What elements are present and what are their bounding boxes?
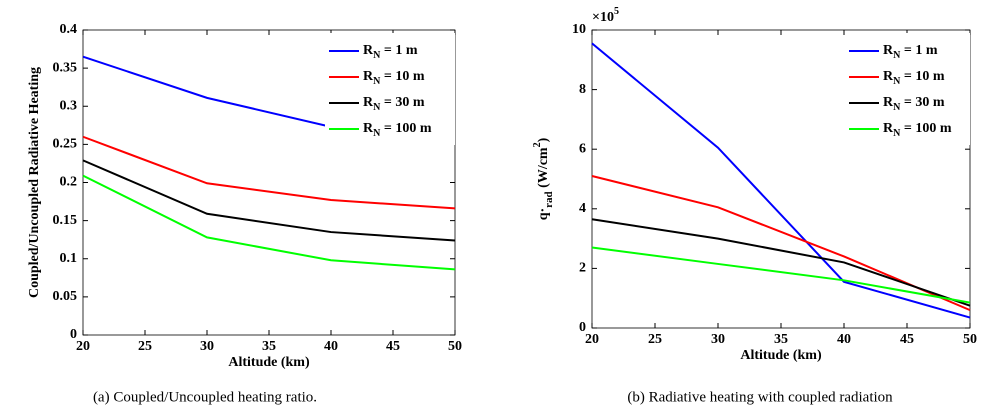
legend-label: RN = 10 m	[883, 69, 945, 87]
legend-label: RN = 30 m	[363, 95, 425, 113]
y-tick-label: 0.35	[53, 60, 78, 75]
y-scale-label: ×105	[592, 6, 619, 25]
x-tick-label: 30	[200, 339, 214, 354]
x-tick-label: 45	[386, 339, 400, 354]
x-tick-label: 50	[963, 332, 977, 347]
y-tick-label: 10	[572, 22, 586, 37]
y-tick-label: 0.15	[53, 213, 78, 228]
series-line	[82, 135, 456, 210]
legend-label: RN = 1 m	[883, 43, 938, 61]
x-tick-label: 20	[76, 339, 90, 354]
x-tick-label: 30	[711, 332, 725, 347]
x-tick-label: 45	[900, 332, 914, 347]
y-tick-label: 8	[579, 82, 586, 97]
y-tick-label: 0.05	[53, 289, 78, 304]
y-tick-label: 0.4	[60, 22, 78, 37]
x-tick-label: 25	[648, 332, 662, 347]
legend-label: RN = 10 m	[363, 69, 425, 87]
y-tick-label: 4	[579, 201, 586, 216]
x-tick-label: 35	[262, 339, 276, 354]
legend-label: RN = 30 m	[883, 95, 945, 113]
series-line	[82, 174, 456, 271]
series-line	[591, 42, 971, 319]
x-tick-label: 20	[585, 332, 599, 347]
x-axis-label: Altitude (km)	[228, 355, 310, 370]
y-tick-label: 0	[579, 320, 586, 335]
y-axis-label: q·rad (W/cm2)	[532, 137, 554, 220]
x-axis-label: Altitude (km)	[740, 348, 822, 363]
series-line	[591, 218, 971, 307]
x-tick-label: 50	[448, 339, 462, 354]
y-tick-label: 0.1	[60, 251, 78, 266]
legend-label: RN = 1 m	[363, 43, 418, 61]
y-tick-label: 2	[579, 261, 586, 276]
y-tick-label: 0.2	[60, 175, 78, 190]
x-tick-label: 35	[774, 332, 788, 347]
y-tick-label: 6	[579, 141, 586, 156]
caption: (b) Radiative heating with coupled radia…	[627, 389, 893, 405]
y-tick-label: 0	[70, 327, 77, 342]
y-axis-label: Coupled/Uncoupled Radiative Heating	[27, 67, 42, 298]
x-tick-label: 40	[324, 339, 338, 354]
x-tick-label: 40	[837, 332, 851, 347]
caption: (a) Coupled/Uncoupled heating ratio.	[93, 389, 317, 405]
series-line	[82, 159, 456, 242]
y-tick-label: 0.25	[53, 137, 78, 152]
y-tick-label: 0.3	[60, 98, 78, 113]
series-line	[591, 246, 971, 304]
x-tick-label: 25	[138, 339, 152, 354]
legend-label: RN = 100 m	[363, 121, 432, 139]
legend-label: RN = 100 m	[883, 121, 952, 139]
